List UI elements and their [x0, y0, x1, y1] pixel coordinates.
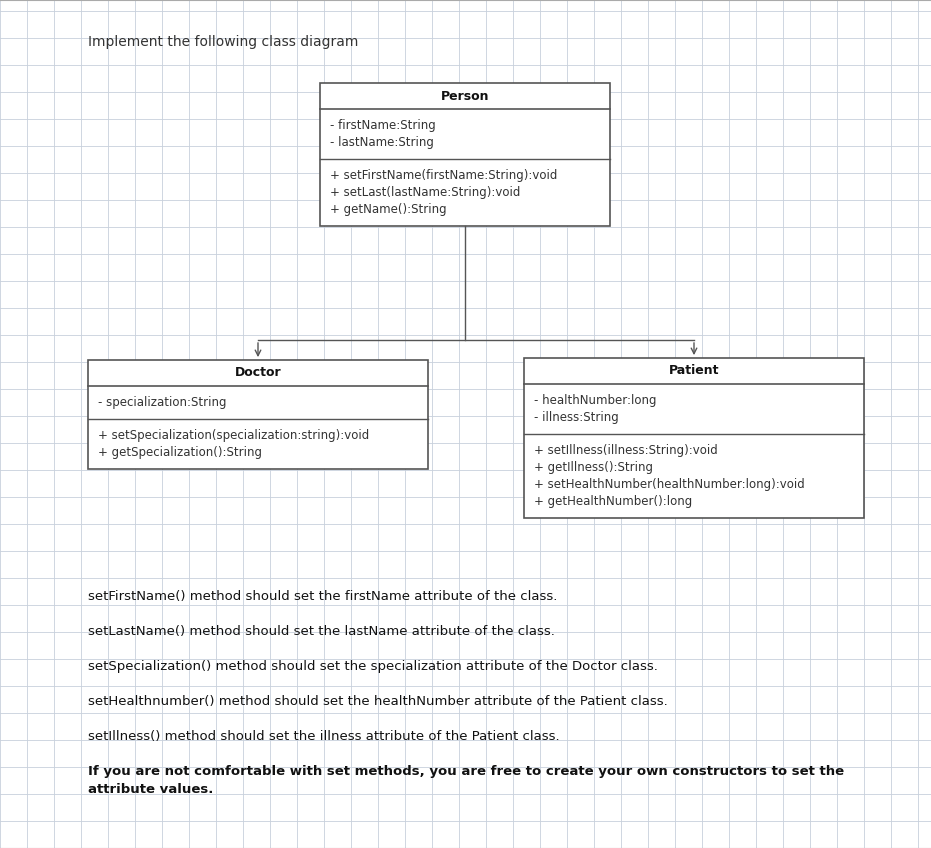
- Text: Patient: Patient: [668, 365, 720, 377]
- Text: - specialization:String: - specialization:String: [98, 396, 226, 409]
- Text: - illness:String: - illness:String: [534, 411, 619, 424]
- Text: setSpecialization() method should set the specialization attribute of the Doctor: setSpecialization() method should set th…: [88, 660, 658, 673]
- Text: + getName():String: + getName():String: [330, 203, 447, 216]
- Text: - firstName:String: - firstName:String: [330, 119, 436, 132]
- Text: + setSpecialization(specialization:string):void: + setSpecialization(specialization:strin…: [98, 429, 370, 442]
- Text: + setLast(lastName:String):void: + setLast(lastName:String):void: [330, 186, 520, 199]
- Text: Doctor: Doctor: [235, 366, 281, 380]
- Text: + getSpecialization():String: + getSpecialization():String: [98, 446, 262, 459]
- Text: setHealthnumber() method should set the healthNumber attribute of the Patient cl: setHealthnumber() method should set the …: [88, 695, 668, 708]
- Bar: [524, 358, 864, 518]
- Text: + getIllness():String: + getIllness():String: [534, 461, 653, 474]
- Text: Implement the following class diagram: Implement the following class diagram: [88, 35, 358, 49]
- Text: setFirstName() method should set the firstName attribute of the class.: setFirstName() method should set the fir…: [88, 590, 558, 603]
- Bar: [320, 83, 610, 226]
- Text: - healthNumber:long: - healthNumber:long: [534, 394, 656, 407]
- Text: + setFirstName(firstName:String):void: + setFirstName(firstName:String):void: [330, 169, 558, 182]
- Bar: [88, 360, 428, 469]
- Text: attribute values.: attribute values.: [88, 783, 213, 796]
- Text: Person: Person: [440, 90, 490, 103]
- Text: setLastName() method should set the lastName attribute of the class.: setLastName() method should set the last…: [88, 625, 555, 638]
- Text: If you are not comfortable with set methods, you are free to create your own con: If you are not comfortable with set meth…: [88, 765, 844, 778]
- Text: + getHealthNumber():long: + getHealthNumber():long: [534, 495, 693, 508]
- Text: - lastName:String: - lastName:String: [330, 136, 434, 149]
- Text: + setHealthNumber(healthNumber:long):void: + setHealthNumber(healthNumber:long):voi…: [534, 478, 804, 491]
- Text: setIllness() method should set the illness attribute of the Patient class.: setIllness() method should set the illne…: [88, 730, 560, 743]
- Text: + setIllness(illness:String):void: + setIllness(illness:String):void: [534, 444, 718, 457]
